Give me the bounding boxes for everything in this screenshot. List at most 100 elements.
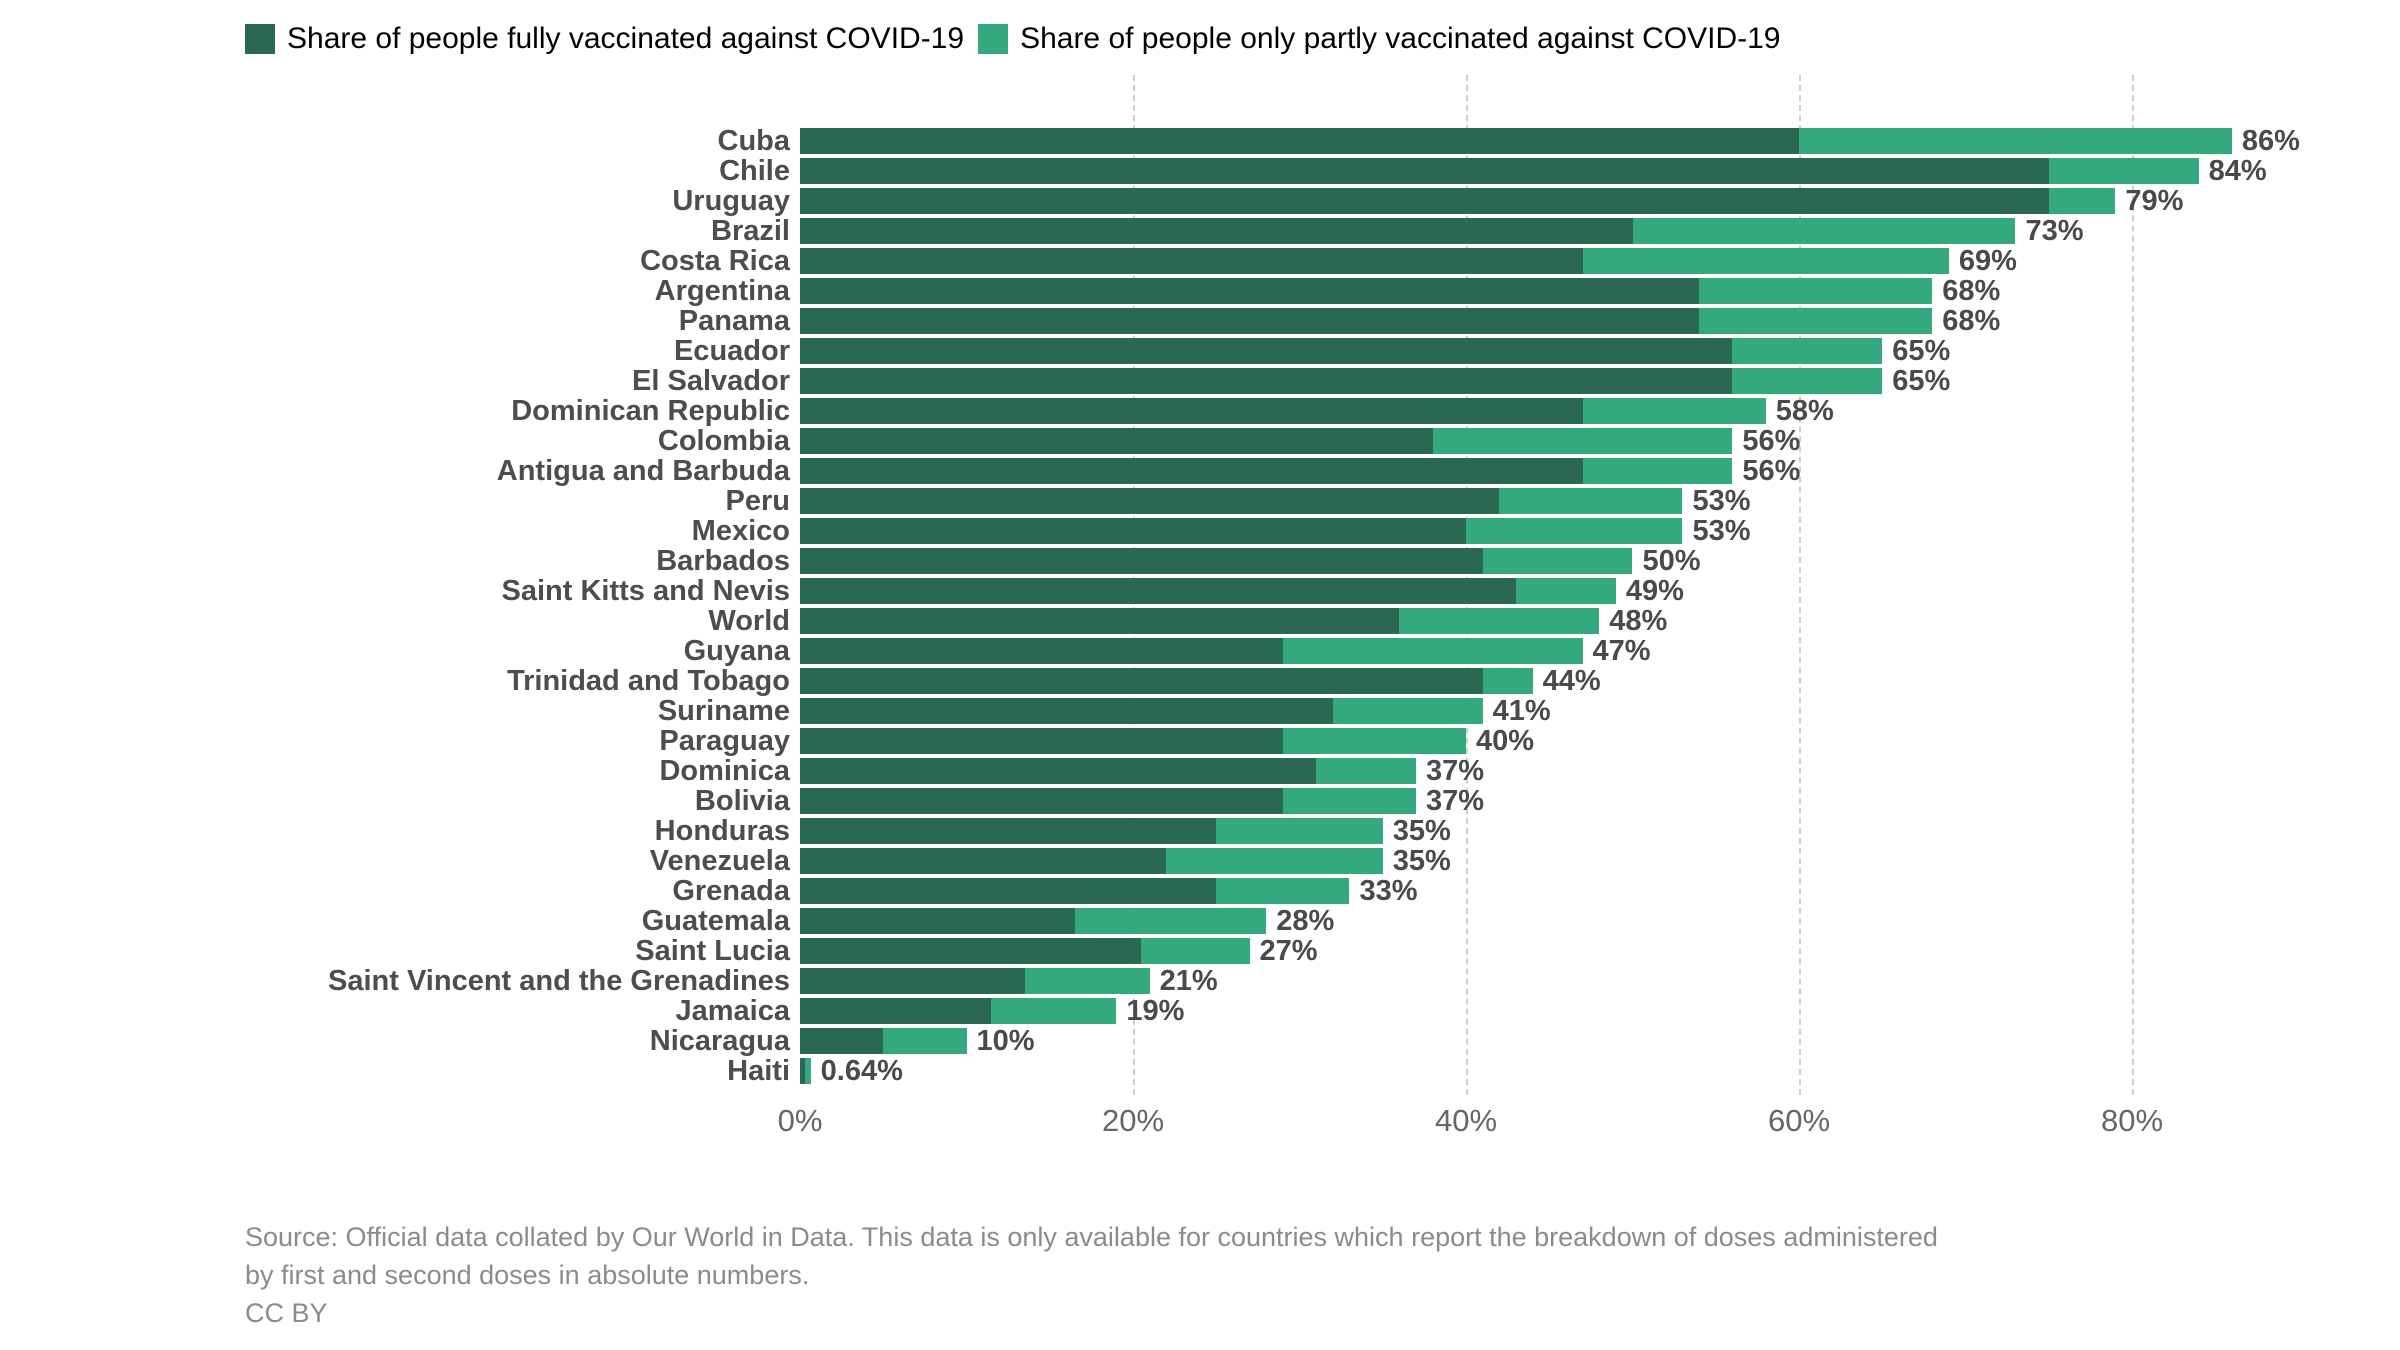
source-line-2: by first and second doses in absolute nu… xyxy=(245,1260,810,1290)
country-label: Nicaragua xyxy=(649,1025,790,1057)
country-label: Panama xyxy=(678,305,790,337)
total-value-label: 84% xyxy=(2208,155,2267,187)
total-value-label: 86% xyxy=(2241,125,2300,157)
country-label: Haiti xyxy=(727,1055,790,1087)
bar-row: Dominica 37% xyxy=(0,755,2400,787)
country-label: Guatemala xyxy=(641,905,790,937)
total-value-label: 37% xyxy=(1426,755,1485,787)
total-value-label: 68% xyxy=(1942,305,2001,337)
total-value-label: 35% xyxy=(1392,845,1451,877)
bar-partly-segment xyxy=(1074,908,1267,934)
bar-fully-segment xyxy=(800,578,1516,604)
country-label: Ecuador xyxy=(673,335,790,367)
total-value-label: 65% xyxy=(1892,365,1951,397)
bar-partly-segment xyxy=(1582,458,1733,484)
bar-fully-segment xyxy=(800,968,1025,994)
bar-fully-segment xyxy=(800,728,1283,754)
bar-row: Bolivia 37% xyxy=(0,787,2400,816)
bar-partly-segment xyxy=(1141,938,1250,964)
gridline xyxy=(2132,75,2134,1095)
country-label: Barbados xyxy=(656,545,790,577)
axis-tick-label: 0% xyxy=(777,1103,823,1138)
bar-fully-segment xyxy=(800,668,1483,694)
bar-row: Saint Lucia 27% xyxy=(0,935,2400,967)
bar-partly-segment xyxy=(2048,158,2199,184)
bar-partly-segment xyxy=(1432,428,1733,454)
total-value-label: 35% xyxy=(1392,815,1451,847)
bar-row: Colombia 56% xyxy=(0,427,2400,456)
bar-row: Panama 68% xyxy=(0,305,2400,337)
bar-partly-segment xyxy=(1482,668,1533,694)
total-value-label: 49% xyxy=(1625,575,1684,607)
bar-partly-segment xyxy=(991,998,1117,1024)
bar-partly-segment xyxy=(1582,398,1766,424)
total-value-label: 47% xyxy=(1592,635,1651,667)
bar-fully-segment xyxy=(800,698,1333,724)
country-label: Saint Kitts and Nevis xyxy=(501,575,790,607)
bar-fully-segment xyxy=(800,488,1500,514)
bar-row: Saint Kitts and Nevis 49% xyxy=(0,575,2400,607)
bar-fully-segment xyxy=(800,398,1583,424)
total-value-label: 69% xyxy=(1958,245,2017,277)
bar-partly-segment xyxy=(1216,878,1350,904)
bar-row: Antigua and Barbuda 56% xyxy=(0,455,2400,487)
bar-row: Trinidad and Tobago 44% xyxy=(0,667,2400,696)
country-label: Peru xyxy=(725,485,790,517)
total-value-label: 53% xyxy=(1692,515,1751,547)
bar-fully-segment xyxy=(800,278,1700,304)
bar-fully-segment xyxy=(800,458,1583,484)
bar-fully-segment xyxy=(800,788,1283,814)
bar-fully-segment xyxy=(800,428,1433,454)
bar-partly-segment xyxy=(804,1058,811,1084)
bar-partly-segment xyxy=(2048,188,2116,214)
country-label: Guyana xyxy=(683,635,790,667)
bar-fully-segment xyxy=(800,848,1167,874)
bar-partly-segment xyxy=(1732,338,1883,364)
country-label: Costa Rica xyxy=(640,245,790,277)
bar-row: Cuba 86% xyxy=(0,125,2400,157)
bar-partly-segment xyxy=(1282,638,1583,664)
bar-fully-segment xyxy=(800,908,1075,934)
bar-row: Haiti 0.64% xyxy=(0,1055,2400,1087)
source-line-3: CC BY xyxy=(245,1298,328,1328)
total-value-label: 27% xyxy=(1259,935,1318,967)
source-line-1: Source: Official data collated by Our Wo… xyxy=(245,1222,1938,1252)
country-label: Honduras xyxy=(654,815,790,847)
total-value-label: 58% xyxy=(1775,395,1834,427)
bar-row: Chile 84% xyxy=(0,155,2400,187)
bar-fully-segment xyxy=(800,878,1217,904)
axis-tick-label: 80% xyxy=(2100,1103,2164,1138)
bar-fully-segment xyxy=(800,248,1583,274)
axis-tick-label: 20% xyxy=(1101,1103,1165,1138)
bar-fully-segment xyxy=(800,128,1799,154)
country-label: Saint Vincent and the Grenadines xyxy=(328,965,790,997)
total-value-label: 79% xyxy=(2125,185,2184,217)
legend-label-fully: Share of people fully vaccinated against… xyxy=(287,22,965,55)
bar-partly-segment xyxy=(1732,368,1883,394)
axis-tick-label: 60% xyxy=(1767,1103,1831,1138)
bar-row: World 48% xyxy=(0,607,2400,636)
bar-partly-segment xyxy=(883,1028,967,1054)
country-label: Brazil xyxy=(711,215,790,247)
bar-partly-segment xyxy=(1466,518,1683,544)
gridline xyxy=(1799,75,1801,1095)
total-value-label: 33% xyxy=(1359,875,1418,907)
bar-row: Ecuador 65% xyxy=(0,335,2400,367)
legend-swatch-partly-icon xyxy=(978,24,1009,54)
legend-item-partly: Share of people only partly vaccinated a… xyxy=(978,22,1781,56)
country-label: Cuba xyxy=(717,125,791,157)
country-label: Venezuela xyxy=(649,845,790,877)
bar-fully-segment xyxy=(800,218,1633,244)
country-label: Argentina xyxy=(654,275,790,307)
country-label: Jamaica xyxy=(675,995,791,1027)
axis-tick-label: 40% xyxy=(1434,1103,1498,1138)
bar-fully-segment xyxy=(800,1058,805,1084)
total-value-label: 21% xyxy=(1159,965,1218,997)
total-value-label: 50% xyxy=(1642,545,1701,577)
bar-row: Argentina 68% xyxy=(0,275,2400,307)
country-label: Antigua and Barbuda xyxy=(496,455,790,487)
bar-fully-segment xyxy=(800,998,992,1024)
bar-fully-segment xyxy=(800,818,1217,844)
